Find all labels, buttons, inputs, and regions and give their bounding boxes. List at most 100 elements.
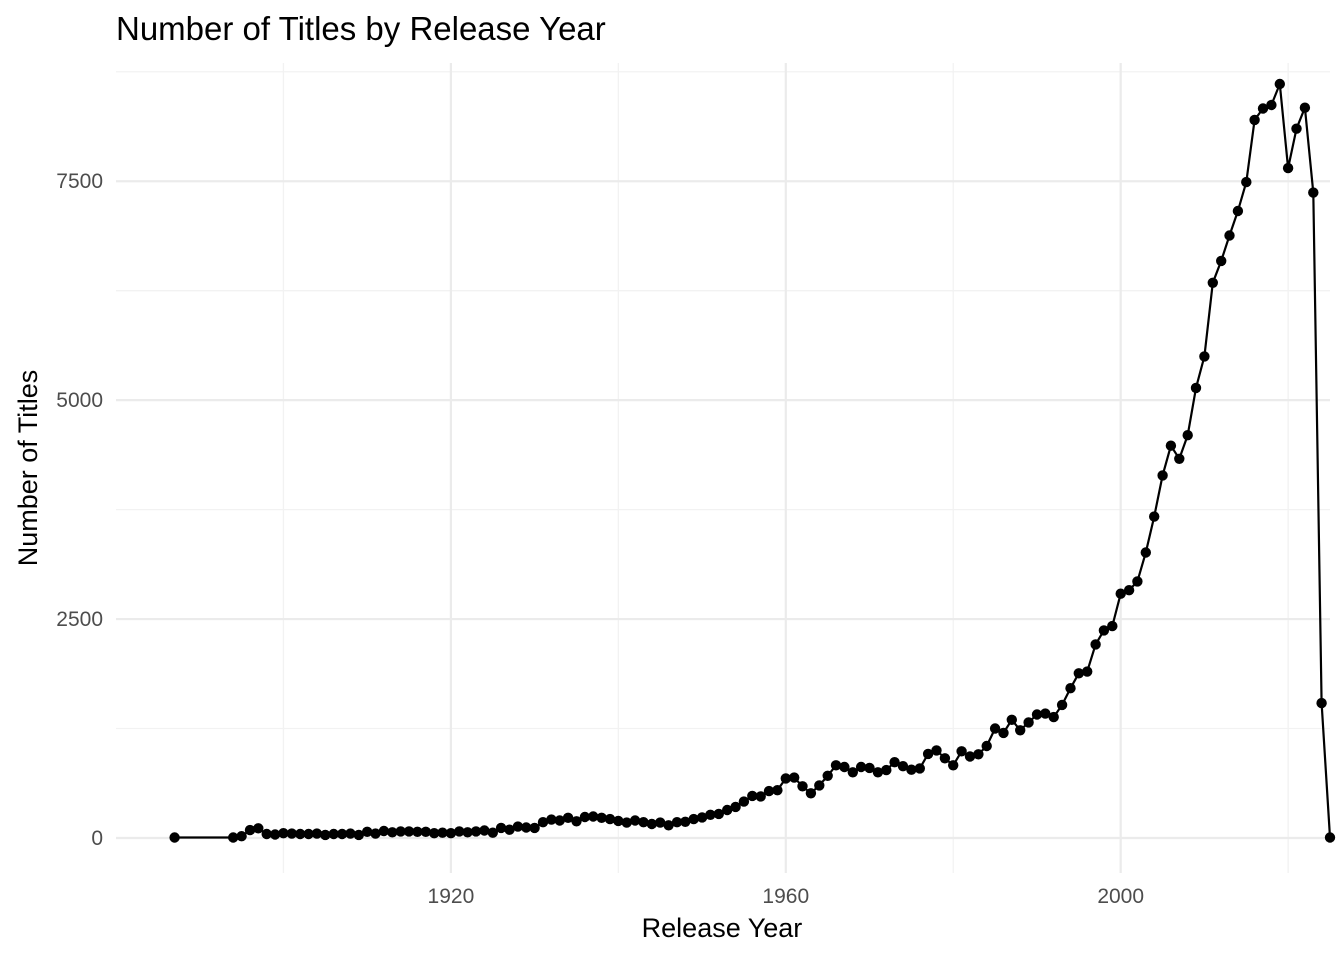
data-point-1887 <box>169 832 180 843</box>
data-point-2014 <box>1232 205 1244 217</box>
data-point-1987 <box>1006 714 1017 725</box>
data-point-1895 <box>236 831 247 842</box>
data-point-1975 <box>906 764 917 775</box>
chart-title: Number of Titles by Release Year <box>116 10 606 47</box>
data-point-2011 <box>1207 277 1219 288</box>
data-point-2012 <box>1216 255 1227 267</box>
data-point-1912 <box>378 825 390 837</box>
data-point-1984 <box>981 740 992 752</box>
data-point-2002 <box>1132 576 1143 587</box>
data-point-1959 <box>772 785 783 796</box>
data-point-1951 <box>705 809 716 820</box>
data-point-1913 <box>387 827 398 838</box>
data-point-1944 <box>646 818 657 830</box>
data-point-1927 <box>504 824 515 835</box>
data-point-1943 <box>638 817 649 828</box>
data-point-1992 <box>1048 711 1059 723</box>
data-point-2017 <box>1257 103 1269 114</box>
data-point-1916 <box>412 826 423 837</box>
data-point-2023 <box>1308 187 1319 198</box>
grid <box>116 63 1330 873</box>
data-point-1990 <box>1031 709 1043 720</box>
data-point-1980 <box>948 760 959 771</box>
series-line-layer <box>174 82 1332 839</box>
data-point-1946 <box>663 820 674 831</box>
data-point-1988 <box>1015 725 1026 736</box>
data-point-2009 <box>1190 382 1202 394</box>
data-point-1904 <box>311 828 323 839</box>
data-point-1903 <box>303 828 314 840</box>
data-point-2006 <box>1165 440 1177 451</box>
data-point-1998 <box>1098 625 1110 636</box>
data-point-2021 <box>1291 123 1302 134</box>
data-point-1908 <box>345 828 356 839</box>
data-point-1989 <box>1023 717 1034 728</box>
data-point-1935 <box>571 816 582 827</box>
data-point-1923 <box>470 826 482 837</box>
data-point-1991 <box>1040 708 1051 719</box>
y-tick-label-3: 7500 <box>56 170 103 193</box>
data-point-1979 <box>939 753 951 764</box>
data-point-1909 <box>353 829 364 841</box>
data-point-1899 <box>269 829 281 840</box>
data-point-1961 <box>789 772 800 783</box>
data-point-1970 <box>864 762 875 774</box>
data-point-1971 <box>872 767 884 778</box>
data-point-1993 <box>1056 699 1068 711</box>
data-point-1937 <box>588 811 599 822</box>
data-point-1977 <box>922 748 934 760</box>
data-point-1974 <box>897 761 909 772</box>
data-point-1922 <box>462 827 473 838</box>
data-point-2024 <box>1316 697 1327 709</box>
data-point-1936 <box>579 811 591 823</box>
data-point-2003 <box>1140 547 1152 558</box>
x-tick-label-1: 1960 <box>762 885 809 908</box>
data-point-1938 <box>596 812 607 823</box>
data-point-1994 <box>1065 683 1076 694</box>
data-point-1954 <box>730 801 741 813</box>
data-point-1924 <box>479 825 490 836</box>
data-point-1968 <box>847 767 858 778</box>
data-point-1917 <box>420 826 431 837</box>
data-point-1982 <box>964 751 976 762</box>
data-point-1930 <box>529 822 540 834</box>
data-point-1978 <box>931 745 942 756</box>
data-point-1976 <box>914 763 925 774</box>
data-point-1965 <box>822 770 833 781</box>
x-tick-label-0: 1920 <box>428 885 475 908</box>
data-point-1932 <box>546 814 557 825</box>
data-point-1925 <box>487 827 498 838</box>
data-point-1950 <box>696 812 708 823</box>
data-point-1901 <box>286 828 297 839</box>
data-point-1896 <box>244 824 256 836</box>
data-point-1957 <box>755 791 766 802</box>
data-point-1997 <box>1090 639 1101 650</box>
series-line-0 <box>174 82 1332 839</box>
data-point-1911 <box>370 828 381 839</box>
data-point-2020 <box>1282 162 1294 174</box>
data-point-1960 <box>780 773 791 784</box>
data-point-2001 <box>1123 585 1135 596</box>
data-point-1907 <box>336 828 348 840</box>
data-point-1902 <box>295 828 306 840</box>
data-point-1955 <box>738 796 750 807</box>
data-point-1972 <box>881 764 892 776</box>
data-point-1985 <box>989 723 1001 734</box>
data-point-1983 <box>973 749 984 760</box>
data-point-2008 <box>1182 430 1193 441</box>
data-point-1941 <box>621 817 632 828</box>
data-point-1953 <box>722 804 733 816</box>
data-point-1958 <box>763 785 775 797</box>
data-point-1962 <box>797 781 808 792</box>
data-point-1940 <box>613 815 624 827</box>
data-point-1921 <box>454 826 465 837</box>
data-point-2025 <box>1324 832 1336 843</box>
data-point-2019 <box>1274 78 1286 90</box>
data-point-1948 <box>680 816 691 827</box>
data-point-1963 <box>805 788 817 799</box>
data-point-1918 <box>429 828 440 839</box>
data-point-1964 <box>814 780 825 791</box>
data-point-1929 <box>521 822 532 833</box>
data-point-2000 <box>1115 588 1126 599</box>
